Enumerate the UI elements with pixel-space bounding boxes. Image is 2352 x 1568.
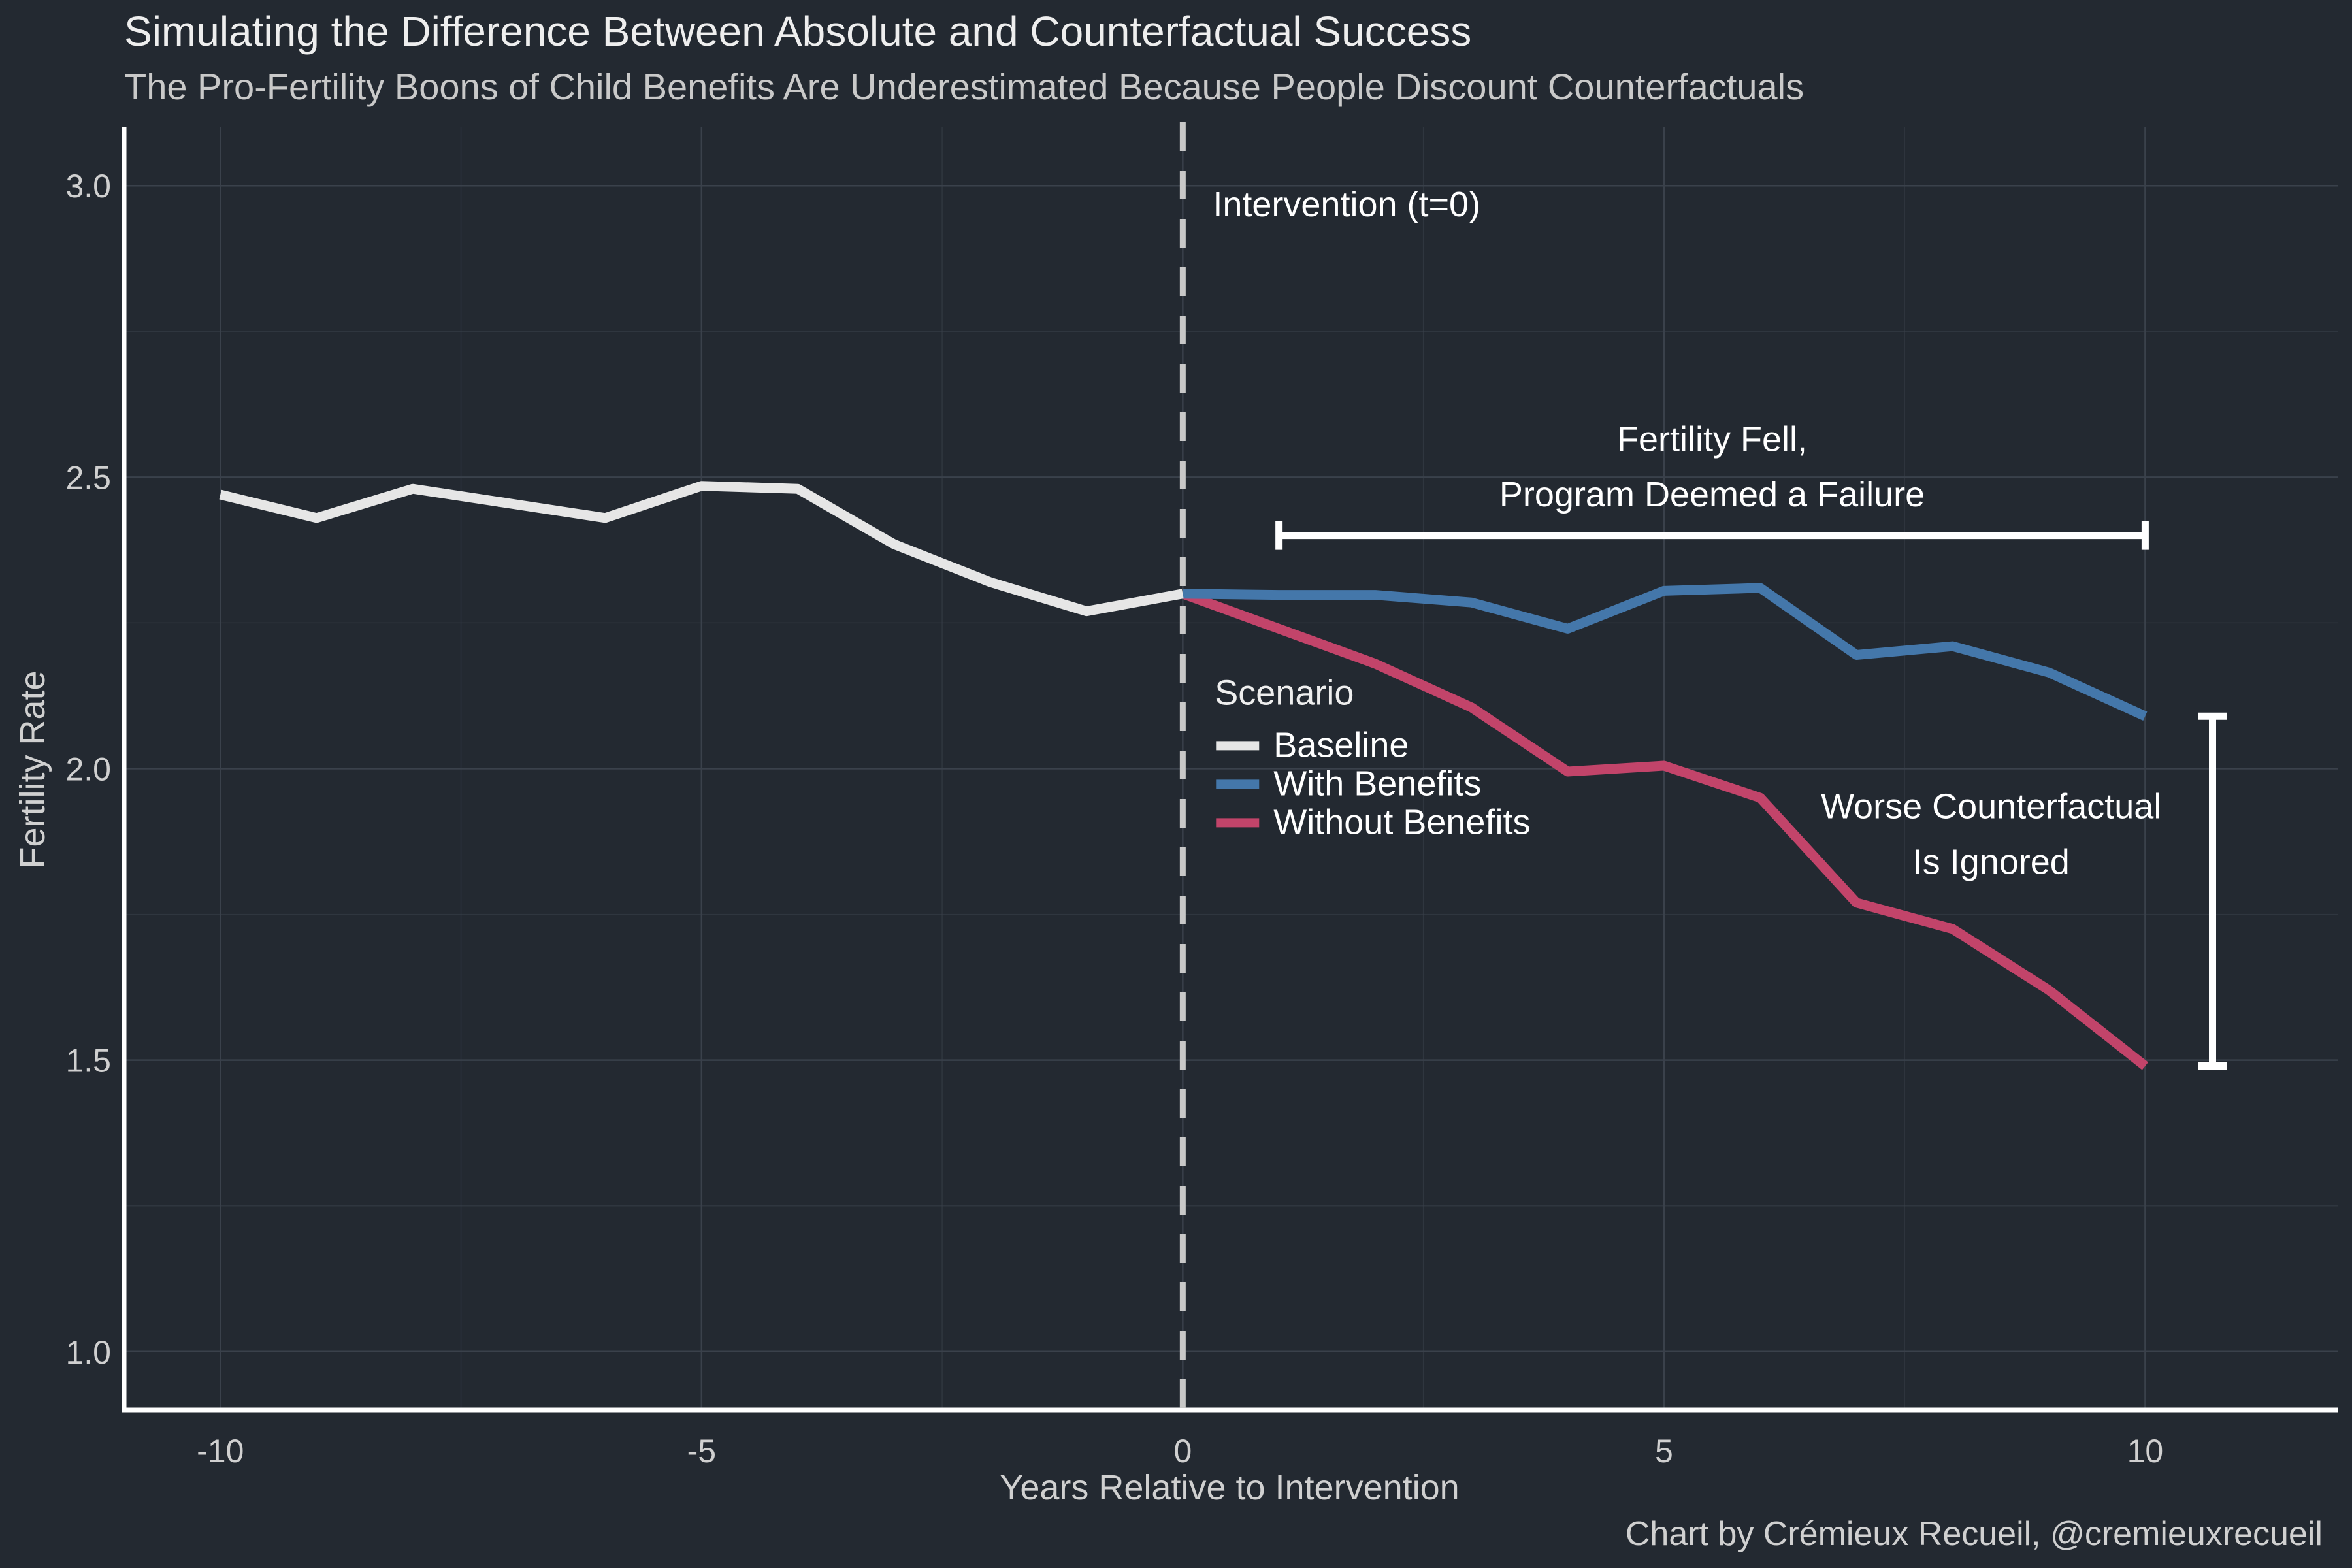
series-lines	[219, 481, 2149, 1070]
y-tick-label: 2.5	[65, 459, 111, 496]
x-tick-label: -5	[687, 1433, 716, 1469]
annotations: Fertility Fell, Program Deemed a Failure W…	[1275, 419, 2227, 1070]
gap-annotation-line1: Worse Counterfactual	[1821, 787, 2161, 826]
x-tick-label: 10	[2127, 1433, 2164, 1469]
y-axis-label: Fertility Rate	[13, 670, 52, 868]
fell-annotation-line1: Fertility Fell,	[1617, 419, 1807, 459]
legend-entry-label: Baseline	[1273, 725, 1409, 764]
x-axis-label: Years Relative to Intervention	[1000, 1468, 1459, 1507]
intervention-label: Intervention (t=0)	[1213, 185, 1480, 224]
axes	[122, 127, 2338, 1413]
series-line-with-benefits	[1183, 583, 2148, 721]
gap-annotation-line2: Is Ignored	[1913, 842, 2070, 881]
tick-labels: -10 -5 0 5 10 1.0 1.5 2.0 2.5 3.0	[65, 168, 2163, 1469]
y-tick-label: 2.0	[65, 751, 111, 788]
legend-title: Scenario	[1215, 673, 1354, 712]
fell-annotation-line2: Program Deemed a Failure	[1499, 475, 1925, 514]
x-tick-label: 0	[1173, 1433, 1192, 1469]
intervention-marker: Intervention (t=0)	[1179, 122, 1480, 1410]
chart-title: Simulating the Difference Between Absolu…	[124, 8, 1471, 55]
x-tick-label: -10	[197, 1433, 244, 1469]
chart-caption: Chart by Crémieux Recueil, @cremieuxrecu…	[1625, 1515, 2323, 1553]
legend-entry-label: Without Benefits	[1273, 802, 1530, 841]
chart-subtitle: The Pro-Fertility Boons of Child Benefit…	[124, 66, 1804, 107]
y-tick-label: 3.0	[65, 168, 111, 204]
y-tick-label: 1.0	[65, 1334, 111, 1371]
x-tick-label: 5	[1655, 1433, 1673, 1469]
series-line-without-benefits	[1181, 589, 2149, 1070]
series-line-baseline	[219, 481, 1184, 617]
legend-entry-label: With Benefits	[1273, 764, 1481, 803]
y-tick-label: 1.5	[65, 1043, 111, 1079]
